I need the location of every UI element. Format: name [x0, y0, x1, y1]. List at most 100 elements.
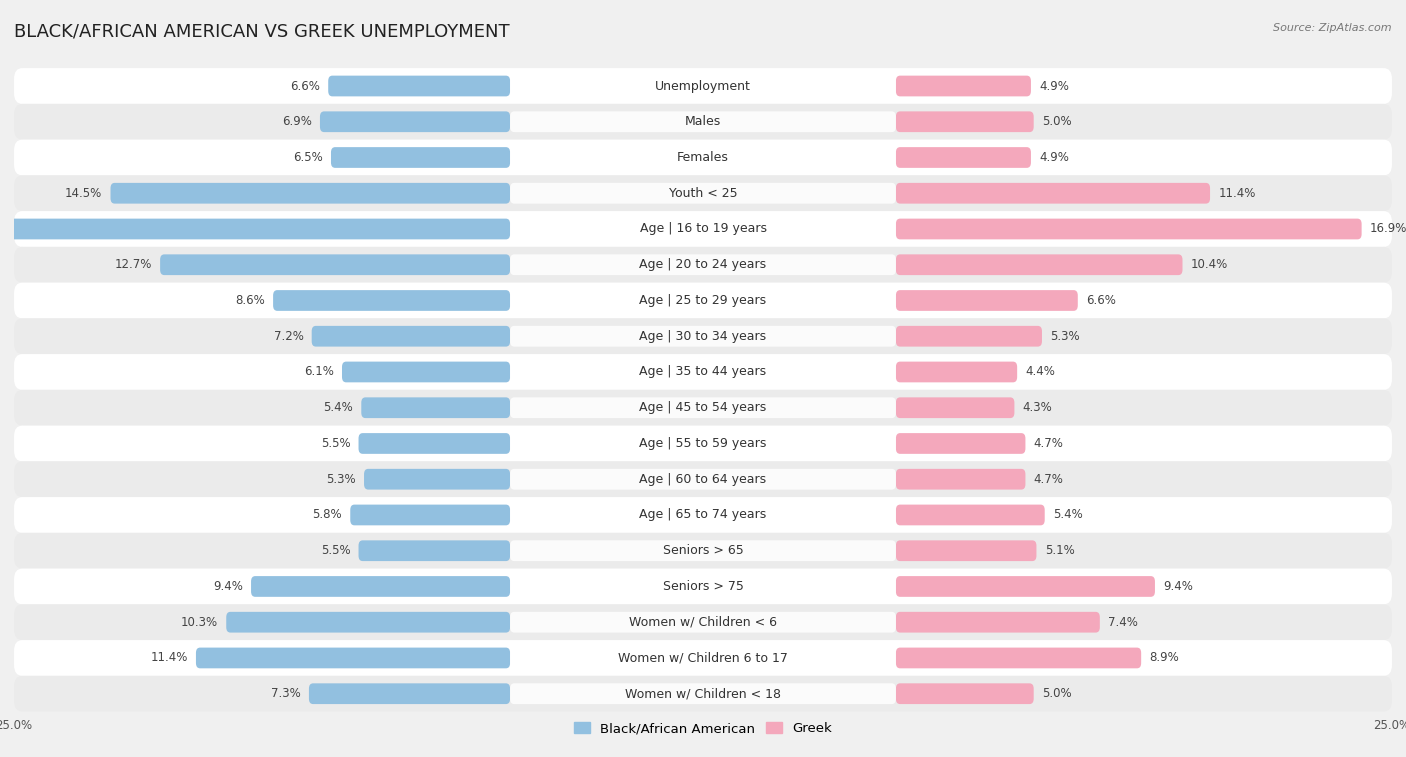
FancyBboxPatch shape [510, 183, 896, 204]
FancyBboxPatch shape [510, 219, 896, 239]
FancyBboxPatch shape [896, 469, 1025, 490]
FancyBboxPatch shape [896, 183, 1211, 204]
FancyBboxPatch shape [14, 104, 1392, 139]
Text: 6.9%: 6.9% [281, 115, 312, 128]
Text: 9.4%: 9.4% [212, 580, 243, 593]
Text: Males: Males [685, 115, 721, 128]
FancyBboxPatch shape [321, 111, 510, 132]
FancyBboxPatch shape [896, 576, 1154, 597]
FancyBboxPatch shape [14, 282, 1392, 319]
FancyBboxPatch shape [14, 390, 1392, 425]
Text: 10.3%: 10.3% [181, 615, 218, 629]
Text: 4.4%: 4.4% [1025, 366, 1056, 378]
Text: 6.6%: 6.6% [290, 79, 321, 92]
FancyBboxPatch shape [896, 433, 1025, 454]
Text: 14.5%: 14.5% [65, 187, 103, 200]
Text: Age | 60 to 64 years: Age | 60 to 64 years [640, 472, 766, 486]
FancyBboxPatch shape [510, 397, 896, 418]
Text: 5.4%: 5.4% [323, 401, 353, 414]
FancyBboxPatch shape [312, 326, 510, 347]
FancyBboxPatch shape [14, 425, 1392, 461]
Text: 5.3%: 5.3% [1050, 330, 1080, 343]
FancyBboxPatch shape [14, 139, 1392, 176]
FancyBboxPatch shape [14, 354, 1392, 390]
Text: 5.4%: 5.4% [1053, 509, 1083, 522]
FancyBboxPatch shape [896, 612, 1099, 633]
Text: 5.1%: 5.1% [1045, 544, 1074, 557]
FancyBboxPatch shape [896, 540, 1036, 561]
FancyBboxPatch shape [195, 647, 510, 668]
FancyBboxPatch shape [14, 211, 1392, 247]
FancyBboxPatch shape [14, 604, 1392, 640]
Text: Women w/ Children < 18: Women w/ Children < 18 [626, 687, 780, 700]
Text: Source: ZipAtlas.com: Source: ZipAtlas.com [1274, 23, 1392, 33]
FancyBboxPatch shape [14, 676, 1392, 712]
FancyBboxPatch shape [510, 76, 896, 96]
Text: Seniors > 75: Seniors > 75 [662, 580, 744, 593]
Text: BLACK/AFRICAN AMERICAN VS GREEK UNEMPLOYMENT: BLACK/AFRICAN AMERICAN VS GREEK UNEMPLOY… [14, 23, 510, 41]
FancyBboxPatch shape [510, 612, 896, 633]
FancyBboxPatch shape [350, 505, 510, 525]
FancyBboxPatch shape [252, 576, 510, 597]
FancyBboxPatch shape [510, 254, 896, 275]
Text: Unemployment: Unemployment [655, 79, 751, 92]
FancyBboxPatch shape [896, 362, 1017, 382]
FancyBboxPatch shape [342, 362, 510, 382]
FancyBboxPatch shape [510, 647, 896, 668]
FancyBboxPatch shape [510, 469, 896, 490]
Text: 16.9%: 16.9% [1369, 223, 1406, 235]
FancyBboxPatch shape [359, 433, 510, 454]
FancyBboxPatch shape [364, 469, 510, 490]
FancyBboxPatch shape [14, 640, 1392, 676]
FancyBboxPatch shape [160, 254, 510, 275]
Text: Age | 16 to 19 years: Age | 16 to 19 years [640, 223, 766, 235]
FancyBboxPatch shape [361, 397, 510, 418]
FancyBboxPatch shape [896, 684, 1033, 704]
Text: 9.4%: 9.4% [1163, 580, 1194, 593]
FancyBboxPatch shape [510, 362, 896, 382]
FancyBboxPatch shape [510, 290, 896, 311]
FancyBboxPatch shape [14, 176, 1392, 211]
Text: Age | 45 to 54 years: Age | 45 to 54 years [640, 401, 766, 414]
FancyBboxPatch shape [14, 533, 1392, 569]
FancyBboxPatch shape [896, 219, 1361, 239]
FancyBboxPatch shape [330, 147, 510, 168]
Text: 7.2%: 7.2% [274, 330, 304, 343]
FancyBboxPatch shape [896, 76, 1031, 96]
Text: Age | 65 to 74 years: Age | 65 to 74 years [640, 509, 766, 522]
Text: 8.9%: 8.9% [1150, 652, 1180, 665]
Text: 4.9%: 4.9% [1039, 79, 1069, 92]
Text: 4.3%: 4.3% [1022, 401, 1053, 414]
Text: Age | 30 to 34 years: Age | 30 to 34 years [640, 330, 766, 343]
Text: Age | 25 to 29 years: Age | 25 to 29 years [640, 294, 766, 307]
Text: Youth < 25: Youth < 25 [669, 187, 737, 200]
FancyBboxPatch shape [896, 326, 1042, 347]
FancyBboxPatch shape [328, 76, 510, 96]
Text: 6.6%: 6.6% [1085, 294, 1116, 307]
Text: Women w/ Children 6 to 17: Women w/ Children 6 to 17 [619, 652, 787, 665]
FancyBboxPatch shape [896, 147, 1031, 168]
Text: 5.8%: 5.8% [312, 509, 342, 522]
FancyBboxPatch shape [111, 183, 510, 204]
Text: 6.1%: 6.1% [304, 366, 333, 378]
FancyBboxPatch shape [359, 540, 510, 561]
Text: Seniors > 65: Seniors > 65 [662, 544, 744, 557]
FancyBboxPatch shape [896, 397, 1014, 418]
FancyBboxPatch shape [14, 461, 1392, 497]
FancyBboxPatch shape [896, 505, 1045, 525]
FancyBboxPatch shape [510, 147, 896, 168]
FancyBboxPatch shape [14, 569, 1392, 604]
FancyBboxPatch shape [510, 433, 896, 454]
FancyBboxPatch shape [226, 612, 510, 633]
Text: 4.9%: 4.9% [1039, 151, 1069, 164]
FancyBboxPatch shape [14, 247, 1392, 282]
Text: 4.7%: 4.7% [1033, 437, 1063, 450]
FancyBboxPatch shape [510, 540, 896, 561]
Text: 7.4%: 7.4% [1108, 615, 1137, 629]
FancyBboxPatch shape [896, 290, 1078, 311]
Text: 11.4%: 11.4% [1219, 187, 1256, 200]
Text: 5.0%: 5.0% [1042, 115, 1071, 128]
Text: 10.4%: 10.4% [1191, 258, 1227, 271]
Legend: Black/African American, Greek: Black/African American, Greek [568, 717, 838, 740]
FancyBboxPatch shape [510, 576, 896, 597]
